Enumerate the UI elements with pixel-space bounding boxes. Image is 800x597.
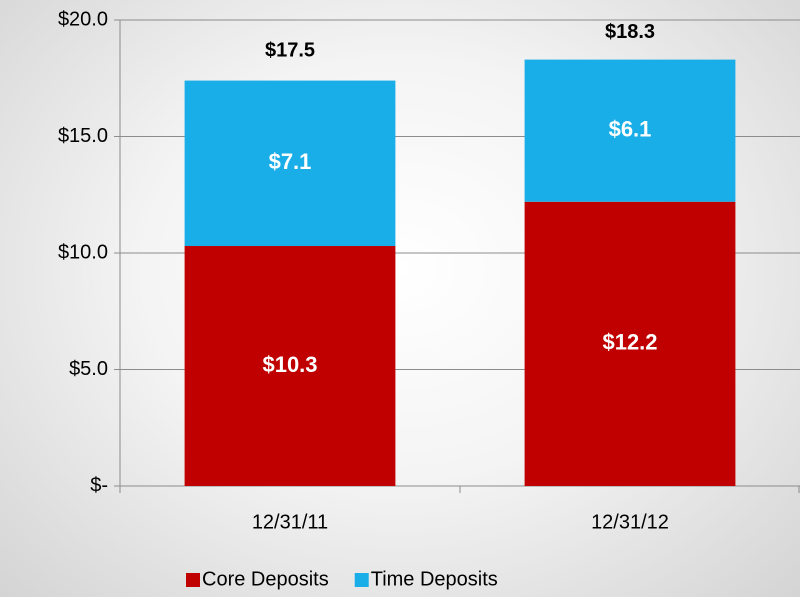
- value-label: $12.2: [602, 330, 657, 355]
- bar-segment: [524, 59, 736, 202]
- bar-segment: [524, 201, 736, 487]
- legend-swatch: [186, 573, 200, 587]
- value-label: $6.1: [609, 116, 652, 141]
- total-label: $18.3: [605, 21, 655, 43]
- y-tick-label: $20.0: [58, 8, 108, 30]
- y-tick-label: $15.0: [58, 125, 108, 147]
- x-tick-label: 12/31/11: [252, 511, 328, 533]
- bar-segment: [184, 80, 396, 247]
- x-tick-label: 12/31/12: [591, 511, 669, 533]
- y-tick-label: $5.0: [69, 358, 108, 380]
- value-label: $10.3: [262, 352, 317, 377]
- legend-swatch: [354, 573, 369, 587]
- legend-label: Time Deposits: [371, 568, 498, 590]
- legend-label: Core Deposits: [202, 568, 329, 590]
- y-tick-label: $-: [90, 474, 108, 496]
- bar-segment: [184, 246, 396, 486]
- y-tick-label: $10.0: [58, 241, 108, 263]
- total-label: $17.5: [265, 40, 315, 62]
- value-label: $7.1: [269, 149, 312, 174]
